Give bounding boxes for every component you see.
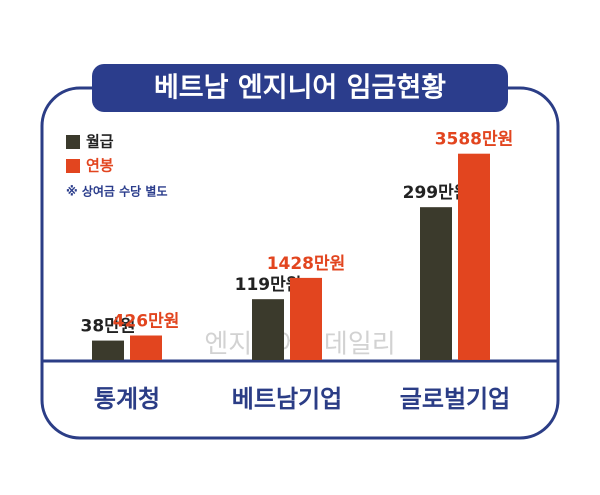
legend-label: 월급 xyxy=(86,133,114,151)
x-tick-label: 베트남기업 xyxy=(232,385,342,413)
chart-title: 베트남 엔지니어 임금현황 xyxy=(154,73,446,104)
annotation: ※ 상여금 수당 별도 xyxy=(66,184,167,199)
legend-swatch xyxy=(66,159,80,173)
bar xyxy=(252,299,284,360)
value-label: 426만원 xyxy=(113,312,180,332)
legend-label: 연봉 xyxy=(86,157,114,175)
title-box xyxy=(92,64,508,112)
value-label: 38만원 xyxy=(81,317,136,337)
value-label: 299만원 xyxy=(403,183,470,203)
value-label: 3588만원 xyxy=(435,130,514,150)
legend-swatch xyxy=(66,135,80,149)
bar xyxy=(420,207,452,360)
x-tick-label: 통계청 xyxy=(94,385,160,413)
bar xyxy=(92,340,124,360)
bar xyxy=(290,277,322,360)
value-label: 119만원 xyxy=(235,275,302,295)
bar xyxy=(130,335,162,360)
value-label: 1428만원 xyxy=(267,254,346,274)
bar xyxy=(458,153,490,360)
x-tick-label: 글로벌기업 xyxy=(400,385,510,413)
